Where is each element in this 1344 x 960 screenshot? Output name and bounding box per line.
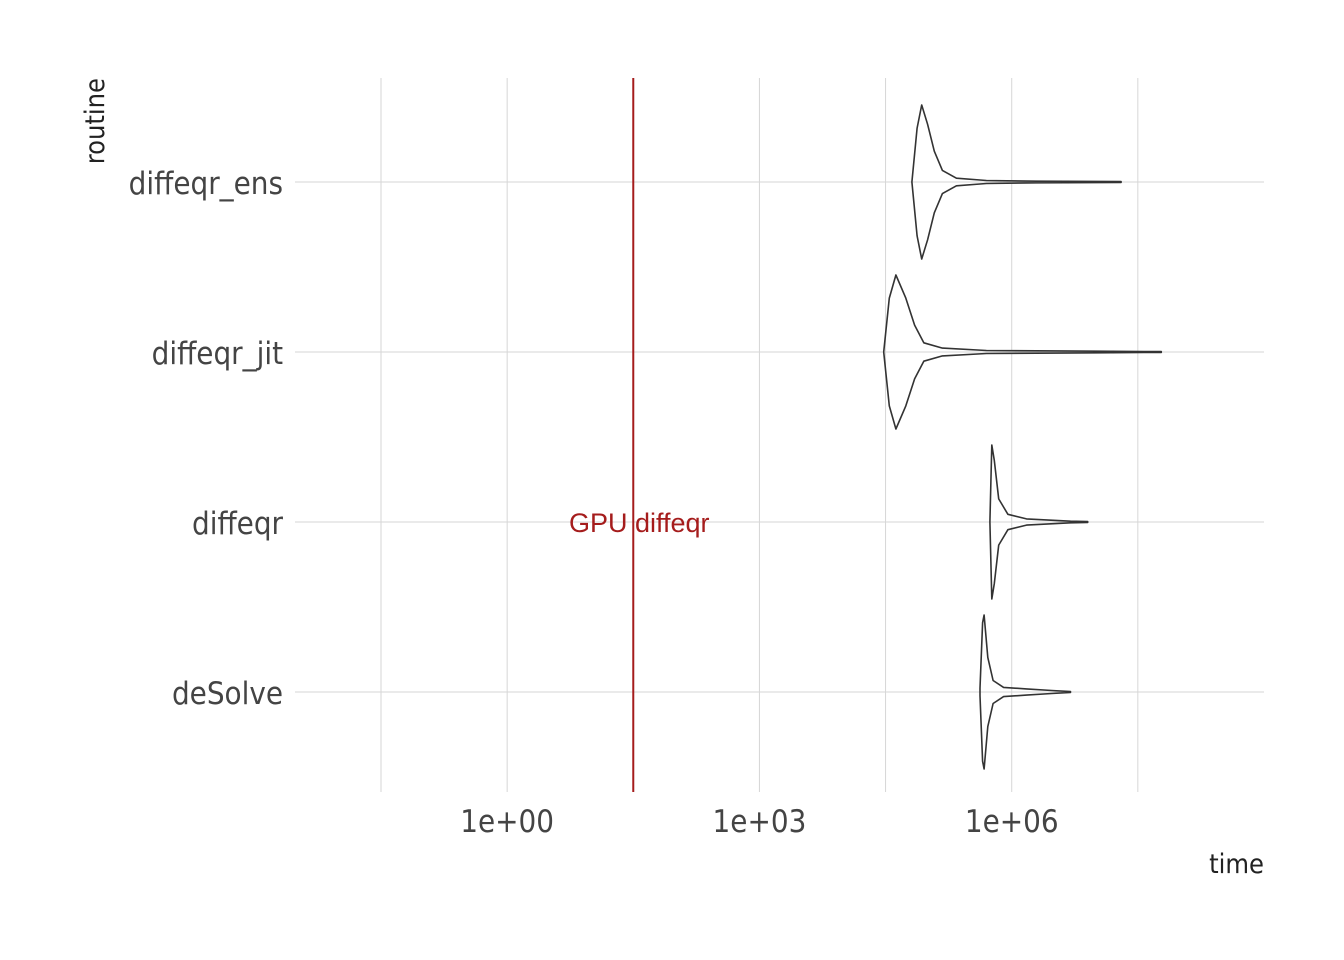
x-tick-label: 1e+00 [460, 804, 554, 840]
violin-diffeqr [989, 444, 1089, 600]
x-tick-label: 1e+03 [713, 804, 807, 840]
violin-deSolve [979, 614, 1072, 770]
y-axis-title: routine [80, 78, 111, 164]
y-tick-label-diffeqr-jit: diffeqr_jit [152, 336, 283, 372]
y-grid [295, 181, 1264, 693]
x-axis-title: time [1209, 849, 1264, 880]
y-tick-label-deSolve: deSolve [172, 676, 283, 712]
x-tick-labels: 1e+00 1e+03 1e+06 [460, 804, 1058, 840]
violin-group [882, 104, 1163, 770]
reference-line-label: GPU diffeqr [569, 508, 710, 538]
violin-diffeqr-jit [882, 274, 1163, 430]
reference-line-group: GPU diffeqr [569, 78, 710, 792]
x-grid [380, 78, 1139, 792]
x-tick-label: 1e+06 [965, 804, 1059, 840]
y-tick-label-diffeqr-ens: diffeqr_ens [129, 166, 283, 202]
y-tick-label-diffeqr: diffeqr [192, 506, 284, 542]
violin-diffeqr-ens [911, 104, 1122, 260]
